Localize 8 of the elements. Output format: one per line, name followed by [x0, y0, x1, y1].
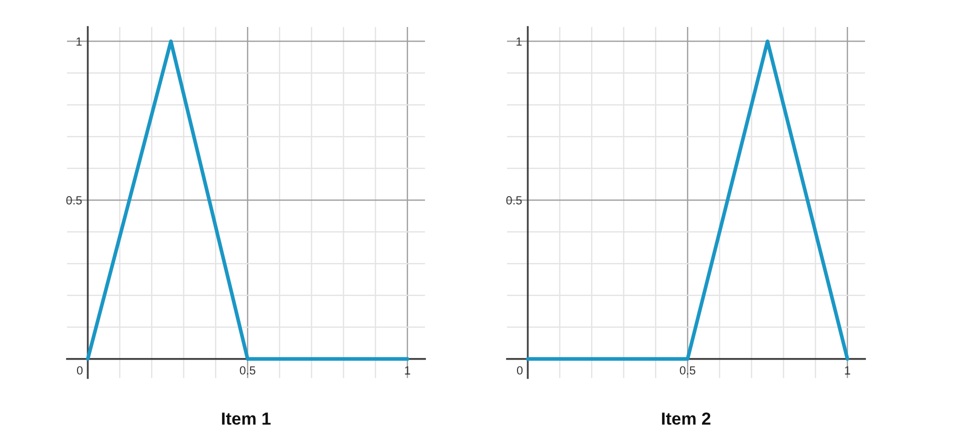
x-tick-label: 0 [76, 366, 83, 375]
text: Item 1 [222, 412, 271, 425]
x-tick-label: 1 [845, 366, 850, 374]
x-tick-label: 0 [516, 366, 523, 375]
x-tick-label: 1 [405, 366, 410, 374]
x-tick-label: 0.5 [240, 366, 256, 375]
x-tick-label: 0.5 [680, 366, 696, 375]
text: Item 2 [662, 412, 710, 425]
